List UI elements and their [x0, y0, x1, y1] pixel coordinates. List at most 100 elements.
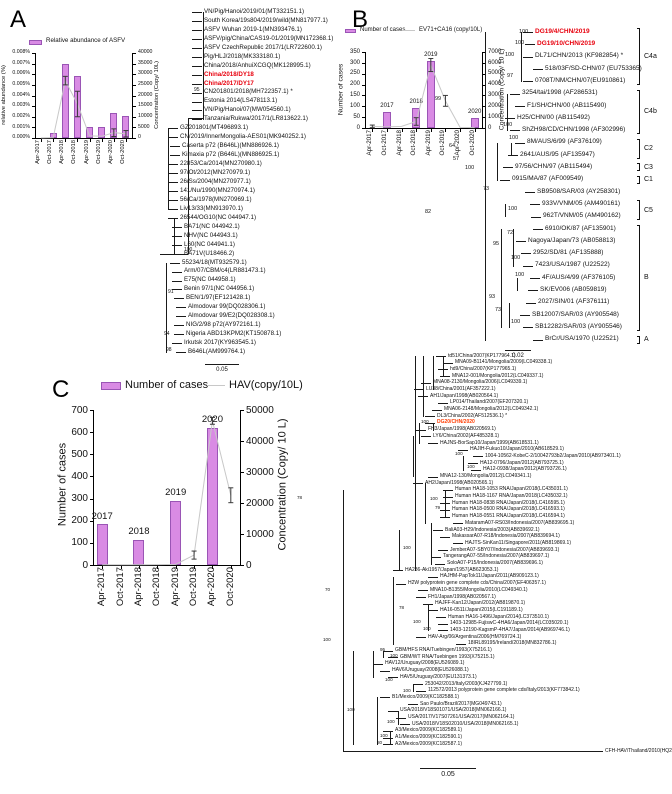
- clade-label: C2: [644, 145, 653, 153]
- branch-line: [388, 710, 398, 712]
- y-axis-tick-label: 250: [349, 70, 360, 77]
- bootstrap-value: 95: [493, 241, 500, 247]
- tree-tip-label: H25/CHN/00 (AB115492): [517, 113, 590, 121]
- clade-connector: [343, 489, 344, 752]
- branch-line: [168, 182, 178, 184]
- bootstrap-value: 100: [403, 688, 411, 693]
- y2-axis-tick-label: 35000: [138, 59, 153, 66]
- branch-line: [393, 570, 403, 572]
- y-axis-tick-label: 200: [349, 81, 360, 88]
- y-tick: [483, 95, 486, 97]
- bootstrap-value: 93: [489, 294, 496, 300]
- tree-tip-label: 0915/MA/87 (AF009549): [512, 175, 584, 183]
- x-tick: [474, 129, 476, 132]
- tree-tip-label: Caserta p72 (B646L)(MN886926.1): [182, 142, 279, 150]
- bootstrap-value: 91: [168, 289, 174, 295]
- branch-line: [192, 119, 202, 121]
- tree-tip-label: MNA06-2148/Mongolia/2012(LC049342.1): [444, 406, 539, 413]
- scale-bar: [205, 364, 239, 365]
- x-tick: [212, 566, 214, 569]
- tree-connector: [343, 751, 593, 752]
- y-tick: [362, 106, 365, 108]
- branch-line: [530, 204, 540, 206]
- y2-axis-tick-label: 40000: [138, 49, 153, 56]
- x-tick: [125, 139, 127, 142]
- scale-bar-label: 0.02: [512, 353, 524, 359]
- y2-axis-tick-label: 7000: [488, 48, 502, 55]
- x-tick: [101, 139, 103, 142]
- tree-tip-label: AH1/Japan/1998(AB020564.1): [430, 392, 499, 399]
- branch-line: [531, 216, 541, 218]
- tree-tip-label: 55234/18(MT932579.1): [182, 258, 247, 266]
- tree-tip-label: MNA12-001/Mongolia/2012(LC049337.1): [452, 372, 544, 379]
- branch-line: [168, 173, 178, 175]
- tree-tip-label: Kimaxia p72 (B646L)(MN886925.1): [182, 151, 280, 159]
- tree-tip-label: DL3/China/2002(AF512536.1) *: [437, 412, 508, 419]
- bootstrap-value: 100: [511, 255, 521, 261]
- branch-line: [388, 657, 398, 659]
- tree-tip-label: SB12282/SAR/03 (AY905546): [535, 322, 622, 330]
- tree-tip-label: 1004-10562-KobeC-2/10042793b2/Japan/2010…: [485, 452, 621, 459]
- branch-line: [515, 142, 525, 144]
- branch-line: [521, 253, 531, 255]
- legend-label: HAV(copy/10L): [229, 379, 303, 391]
- legend-bar-swatch: [101, 382, 121, 390]
- panel-label-a: A: [10, 6, 27, 33]
- y2-axis-tick-label: 3000: [488, 92, 502, 99]
- y-tick: [483, 84, 486, 86]
- bar: [61, 63, 69, 138]
- branch-line: [174, 334, 184, 336]
- tree-tip-label: 26544/OG10(NC 044947.1): [180, 213, 257, 221]
- clade-connector: [445, 489, 446, 518]
- branch-line: [176, 316, 186, 318]
- tree-tip-label: F1/SH/CHN/00 (AB115490): [527, 101, 607, 109]
- tree-tip-label: HA12-0938/Japan/2012(AB793726.1): [483, 466, 567, 473]
- branch-line: [456, 643, 466, 645]
- bootstrap-value: 94: [164, 331, 170, 337]
- y-axis-tick-label: 0.001%: [12, 123, 30, 130]
- asfv-phylogenetic-tree: VN/Pig/Hanoi/2019/01(MT332151.1) South Ko…: [158, 4, 503, 379]
- tree-tip-label: Tanzania/Rukwa/2017/1(LR813622.1): [204, 115, 308, 123]
- branch-line: [525, 44, 535, 46]
- clade-connector: [428, 603, 429, 632]
- bootstrap-value: 100: [413, 619, 421, 624]
- tree-tip-label: JemberA07-SBY07/Indonesia/2007(AB839693.…: [450, 546, 560, 553]
- bootstrap-value: 100: [503, 122, 513, 128]
- y2-axis-tick-label: 2000: [488, 102, 502, 109]
- bootstrap-value: 73: [495, 307, 502, 313]
- x-tick: [416, 129, 418, 132]
- branch-line: [443, 489, 453, 491]
- branch-line: [172, 226, 182, 228]
- y-axis-title: Number of cases: [56, 443, 69, 527]
- tree-tip-label: CN/2019/InnerMongolia-AES01(MK940252.1): [180, 133, 306, 141]
- y-tick: [32, 127, 35, 129]
- clade-bracket: [637, 224, 640, 332]
- branch-line: [383, 737, 393, 739]
- bootstrap-value: 100: [515, 272, 525, 278]
- legend-bar-swatch: [345, 29, 356, 33]
- y-tick: [90, 542, 93, 544]
- tree-tip-label: DG20/CHN/2020: [437, 419, 475, 426]
- y-tick: [362, 73, 365, 75]
- tree-tip-label: LY6/China/2002(AF485328.1): [433, 432, 500, 439]
- bar-year-label: 2017: [380, 102, 394, 109]
- y-tick: [90, 498, 93, 500]
- y-tick: [90, 476, 93, 478]
- branch-line: [530, 278, 540, 279]
- y-tick: [483, 52, 486, 53]
- branch-line: [192, 83, 202, 85]
- clade-connector: [431, 523, 432, 565]
- tree-tip-label: Human HA18-1053 RNA/Japan/2018(LC435031.…: [455, 486, 568, 493]
- branch-line: [500, 179, 510, 181]
- tree-tip-label: China/2018/AnhuiXCGQ(MK128995.1): [204, 61, 311, 69]
- x-tick: [65, 139, 67, 142]
- asfv-abundance-chart: 0.000% 0.001% 0.002% 0.003% 0.004% 0.005% 0.00…: [0, 20, 210, 205]
- tree-tip-label: HAV12/Uruguay/2008(EU526089.1): [385, 660, 465, 667]
- ev71-left-axis: [365, 52, 366, 128]
- branch-line: [172, 244, 182, 246]
- branch-line: [168, 208, 178, 210]
- tree-tip-label: 2027/SIN/01 (AF376111): [538, 298, 610, 306]
- clade-connector: [463, 456, 464, 471]
- tree-tip-label: 8M/AUS/6/99 (AF376109): [527, 138, 602, 146]
- x-tick: [430, 129, 432, 132]
